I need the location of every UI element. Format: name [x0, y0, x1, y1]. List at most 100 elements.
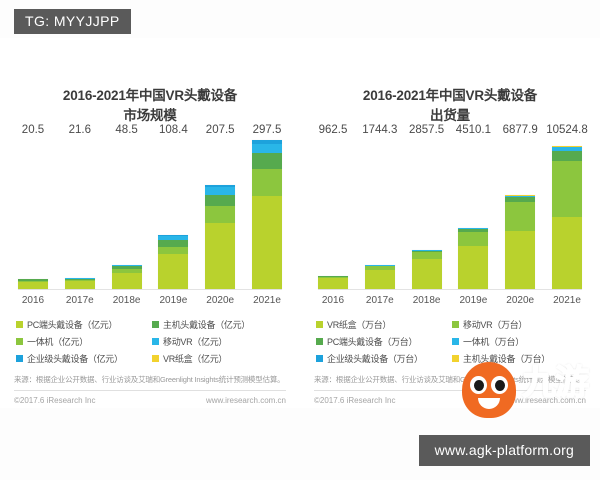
x-axis-right: 2016 2017e 2018e 2019e 2020e 2021e	[318, 295, 582, 306]
legend-label: 企业级头戴设备（万台）	[327, 354, 423, 365]
bar-value-label: 20.5	[21, 124, 45, 137]
legend-label: 一体机（万台）	[463, 337, 524, 348]
stacked-bar	[111, 264, 142, 290]
bar-segment	[205, 185, 236, 188]
bar-column: 10524.8	[546, 124, 588, 290]
site-watermark-badge: www.agk-platform.org	[418, 435, 590, 466]
stacked-bar	[505, 195, 536, 290]
x-axis-tick-label: 2019e	[159, 295, 188, 307]
bar-value-label: 297.5	[252, 124, 282, 137]
bar-segment	[458, 246, 489, 290]
bar-column: 2857.5	[409, 124, 444, 290]
chart-title-right-line1: 2016-2021年中国VR头戴设备	[362, 88, 538, 103]
chart-panels: 2016-2021年中国VR头戴设备 市场规模 20.5 21.6 48.5 108.…	[0, 38, 600, 405]
legend-color-swatch	[152, 355, 159, 363]
telegram-watermark-badge: TG: MYYJJPP	[14, 9, 131, 34]
x-axis-tick-label: 2021e	[553, 295, 581, 307]
bar-segment	[364, 269, 395, 290]
x-axis-left: 2016 2017e 2018e 2019e 2020e 2021e	[18, 295, 282, 306]
panel-market-size: 2016-2021年中国VR头戴设备 市场规模 20.5 21.6 48.5 108.…	[0, 38, 300, 405]
x-axis-tick-label: 2018e	[412, 295, 441, 307]
copyright-right: ©2017.6 iResearch Inc	[314, 395, 396, 405]
stacked-bar	[318, 276, 348, 290]
bar-segment	[458, 231, 489, 247]
bar-segment	[64, 281, 95, 290]
bar-segment	[205, 187, 236, 195]
chart-title-left-line1: 2016-2021年中国VR头戴设备	[62, 88, 238, 103]
x-axis-tick-label: 2019e	[459, 295, 488, 307]
bar-column: 207.5	[205, 124, 236, 290]
bar-value-label: 962.5	[318, 124, 348, 137]
bar-segment	[158, 254, 189, 290]
bar-segment	[364, 266, 395, 270]
legend-item: 移动VR（亿元）	[152, 335, 284, 348]
legend-left: PC端头戴设备（亿元） 主机头戴设备（亿元） 一体机（亿元） 移动VR（亿元） 企业级头…	[16, 318, 284, 365]
legend-label: 主机头戴设备（万台）	[463, 354, 551, 365]
legend-item: 主机头戴设备（万台）	[452, 352, 584, 365]
bar-segment	[551, 145, 582, 148]
legend-label: 企业级头戴设备（亿元）	[27, 354, 123, 365]
site-url-right: www.iresearch.com.cn	[505, 395, 586, 405]
bar-segment	[158, 246, 189, 255]
legend-label: 移动VR（万台）	[463, 320, 528, 331]
bar-segment	[505, 195, 536, 197]
bar-segment	[158, 235, 189, 237]
legend-color-swatch	[316, 338, 323, 346]
bar-segment	[205, 205, 236, 224]
legend-item: 企业级头戴设备（亿元）	[16, 352, 148, 365]
bar-column: 297.5	[251, 124, 282, 290]
bar-segment	[18, 280, 48, 282]
iresearch-infographic-sheet: 2016-2021年中国VR头戴设备 市场规模 20.5 21.6 48.5 108.…	[0, 38, 600, 418]
bar-segment	[111, 272, 142, 290]
legend-color-swatch	[152, 338, 159, 346]
legend-label: 一体机（亿元）	[27, 337, 88, 348]
legend-label: PC端头戴设备（亿元）	[27, 320, 118, 331]
legend-color-swatch	[16, 338, 23, 346]
bar-segment	[458, 228, 489, 232]
stacked-bar	[364, 265, 395, 290]
bar-segment	[505, 196, 536, 202]
chart-title-right-line2: 出货量	[430, 107, 470, 123]
stacked-bar	[411, 250, 442, 290]
legend-right: VR纸盒（万台） 移动VR（万台） PC端头戴设备（万台） 一体机（万台） 企业级头戴设…	[316, 318, 584, 365]
legend-item: 企业级头戴设备（万台）	[316, 352, 448, 365]
chart-title-right: 2016-2021年中国VR头戴设备 出货量	[300, 86, 600, 125]
panel-shipments: 2016-2021年中国VR头戴设备 出货量 962.5 1744.3 2857.5…	[300, 38, 600, 405]
bar-segment	[411, 252, 442, 260]
bar-segment	[111, 265, 142, 267]
bar-segment	[205, 223, 236, 290]
legend-color-swatch	[316, 355, 323, 363]
x-axis-tick-label: 2018e	[112, 295, 141, 307]
bar-segment	[551, 216, 582, 290]
bar-group-left: 20.5 21.6 48.5 108.4 207.5 297.5	[18, 124, 282, 290]
legend-color-swatch	[452, 355, 459, 363]
bar-segment	[251, 140, 282, 144]
bar-segment	[505, 231, 536, 290]
footer-left: ©2017.6 iResearch Inc www.iresearch.com.…	[14, 389, 286, 405]
bar-segment	[158, 236, 189, 241]
legend-item: 主机头戴设备（亿元）	[152, 318, 284, 331]
stacked-bar	[551, 145, 582, 290]
legend-item: 一体机（万台）	[452, 335, 584, 348]
bar-segment	[251, 143, 282, 153]
bar-segment	[18, 279, 48, 281]
x-axis-tick-label: 2017e	[365, 295, 394, 307]
legend-label: PC端头戴设备（万台）	[327, 337, 418, 348]
stacked-bar	[458, 227, 489, 290]
bar-value-label: 207.5	[205, 124, 235, 137]
bar-segment	[205, 194, 236, 206]
x-axis-tick-label: 2020e	[206, 295, 235, 307]
bar-segment	[364, 265, 395, 267]
source-note-left: 来源：根据企业公开数据、行业访谈及艾瑞和Greenlight Insights统…	[14, 375, 285, 385]
legend-color-swatch	[152, 321, 159, 329]
legend-item: 移动VR（万台）	[452, 318, 584, 331]
bar-segment	[158, 240, 189, 247]
legend-item: VR纸盒（万台）	[316, 318, 448, 331]
bar-value-label: 1744.3	[362, 124, 398, 137]
legend-label: VR纸盒（亿元）	[163, 354, 228, 365]
bar-segment	[251, 152, 282, 169]
stacked-bar	[18, 278, 48, 290]
bar-column: 1744.3	[362, 124, 397, 290]
bar-column: 108.4	[158, 124, 189, 290]
bar-segment	[505, 201, 536, 232]
